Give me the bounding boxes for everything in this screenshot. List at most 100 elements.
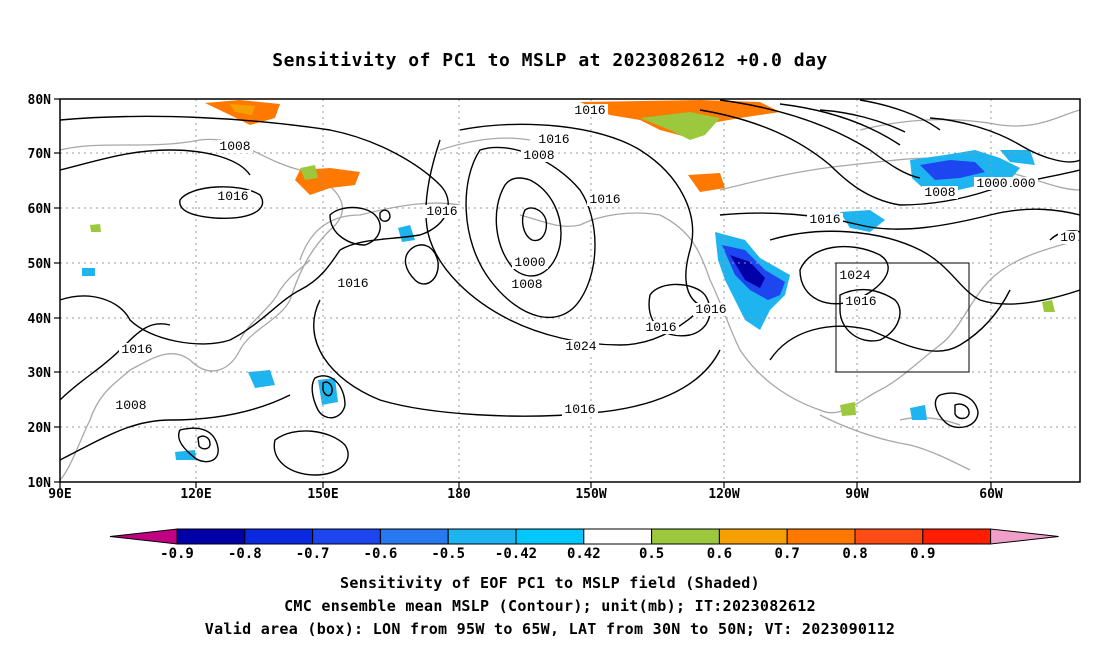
contour-label-bg bbox=[587, 193, 623, 206]
contour-label: 1024 bbox=[565, 339, 596, 354]
lon-tick-label: 180 bbox=[447, 487, 471, 502]
lat-axis-labels: 10N 20N 30N 40N 50N 60N 70N 80N bbox=[28, 93, 52, 491]
contour-label-bg bbox=[536, 133, 572, 146]
colorbar-end-triangle bbox=[109, 528, 178, 545]
figure-title: Sensitivity of PC1 to MSLP at 2023082612… bbox=[272, 50, 828, 71]
colorbar-label: 0.5 bbox=[639, 546, 664, 562]
contour-label: 1000 bbox=[1004, 176, 1035, 191]
contour-label-bg bbox=[922, 186, 958, 199]
colorbar-label: -0.8 bbox=[228, 546, 262, 562]
lon-tick-label: 120E bbox=[180, 487, 211, 502]
map-frame bbox=[59, 98, 1081, 483]
colorbar-swatch bbox=[312, 528, 381, 545]
contour-label-bg bbox=[335, 277, 371, 290]
map-content: 1016 1016 1008 1016 1008 1016 1016 1016 1000 1008… bbox=[60, 99, 1080, 482]
caption-valid-area: Valid area (box): LON from 95W to 65W, L… bbox=[204, 620, 896, 638]
colorbar-swatch bbox=[447, 528, 517, 545]
contour-label: 1008 bbox=[511, 277, 542, 292]
lat-tick-label: 40N bbox=[28, 312, 52, 327]
colorbar-label: -0.5 bbox=[431, 546, 465, 562]
colorbar-swatch bbox=[244, 528, 314, 545]
contour-label-bg bbox=[509, 278, 545, 291]
colorbar-swatch bbox=[718, 528, 788, 545]
contour-label: 1016 bbox=[845, 294, 876, 309]
contour-label: 1008 bbox=[115, 398, 146, 413]
contour-label-bg bbox=[215, 190, 251, 203]
lat-lon-grid bbox=[60, 99, 1080, 482]
colorbar-label: -0.7 bbox=[296, 546, 330, 562]
contour-label-bg bbox=[643, 321, 679, 334]
lon-tick-label: 150E bbox=[307, 487, 338, 502]
contour-label-bg bbox=[521, 149, 557, 162]
contour-label: 1016 bbox=[695, 302, 726, 317]
contour-label: 1016 bbox=[426, 204, 457, 219]
contour-label: 1008 bbox=[219, 139, 250, 154]
contour-label: 1016 bbox=[645, 320, 676, 335]
contour-label: 1016 bbox=[538, 132, 569, 147]
contour-label: 1016 bbox=[337, 276, 368, 291]
colorbar-swatch bbox=[786, 528, 856, 545]
contour-label: 1016 bbox=[121, 342, 152, 357]
contour-label: 1016 bbox=[564, 402, 595, 417]
colorbar-swatch bbox=[176, 528, 246, 545]
lon-tick-label: 90E bbox=[48, 487, 71, 502]
contour-label-bg bbox=[807, 213, 843, 226]
lon-tick-label: 150W bbox=[575, 487, 606, 502]
contour-labels: 1016 1016 1008 1016 1008 1016 1016 1016 1000 1008… bbox=[113, 103, 1078, 417]
colorbar-label: 0.9 bbox=[910, 546, 935, 562]
contour-label-bg bbox=[572, 104, 608, 117]
caption-contour: CMC ensemble mean MSLP (Contour); unit(m… bbox=[284, 597, 816, 615]
contour-label-bg bbox=[119, 343, 155, 356]
contour-label-bg bbox=[843, 295, 879, 308]
contour-label-bg bbox=[512, 256, 548, 269]
sensitivity-shading bbox=[82, 100, 1055, 460]
contour-label-bg bbox=[974, 177, 1010, 190]
colorbar-end-triangle bbox=[990, 528, 1059, 545]
contour-label: 1008 bbox=[924, 185, 955, 200]
isobars bbox=[60, 99, 1080, 476]
contour-label-bg bbox=[1058, 231, 1078, 244]
colorbar: -0.9 -0.8 -0.7 -0.6 -0.5 -0.42 0.42 0.5 0.6 0.7 0.… bbox=[109, 528, 1059, 562]
colorbar-label: 0.6 bbox=[707, 546, 732, 562]
axis-ticks bbox=[54, 98, 992, 488]
lon-axis-labels: 90E 120E 150E 180 150W 120W 90W 60W bbox=[48, 487, 1003, 502]
contour-label-bg bbox=[563, 340, 599, 353]
contour-label: 10 bbox=[1060, 230, 1076, 245]
lat-tick-label: 20N bbox=[28, 421, 52, 436]
colorbar-swatch bbox=[922, 528, 992, 545]
lon-tick-label: 60W bbox=[979, 487, 1003, 502]
contour-label-bg bbox=[217, 140, 253, 153]
lon-tick-label: 90W bbox=[845, 487, 869, 502]
contour-label-bg bbox=[837, 269, 873, 282]
lon-tick-label: 120W bbox=[708, 487, 739, 502]
contour-label: 1016 bbox=[589, 192, 620, 207]
colorbar-label: -0.42 bbox=[495, 546, 537, 562]
colorbar-label: 0.7 bbox=[775, 546, 800, 562]
lat-tick-label: 10N bbox=[28, 476, 52, 491]
contour-label: 1024 bbox=[839, 268, 870, 283]
colorbar-label: 0.42 bbox=[567, 546, 601, 562]
contour-label-bg bbox=[113, 399, 149, 412]
colorbar-swatch bbox=[379, 528, 449, 545]
colorbar-swatch bbox=[515, 528, 585, 545]
lat-tick-label: 80N bbox=[28, 93, 52, 108]
caption-shading: Sensitivity of EOF PC1 to MSLP field (Sh… bbox=[340, 574, 760, 592]
contour-label-bg bbox=[693, 303, 729, 316]
lat-tick-label: 70N bbox=[28, 147, 52, 162]
colorbar-label: -0.6 bbox=[364, 546, 398, 562]
contour-label-bg bbox=[1002, 177, 1038, 190]
contour-label-bg bbox=[424, 205, 460, 218]
lat-tick-label: 30N bbox=[28, 366, 52, 381]
colorbar-label: -0.9 bbox=[160, 546, 194, 562]
contour-label: 1000 bbox=[514, 255, 545, 270]
colorbar-swatch bbox=[651, 528, 720, 545]
colorbar-label: 0.8 bbox=[842, 546, 867, 562]
contour-label-bg bbox=[562, 403, 598, 416]
contour-label: 1016 bbox=[217, 189, 248, 204]
contour-label: 1016 bbox=[574, 103, 605, 118]
contour-label: 1016 bbox=[809, 212, 840, 227]
lat-tick-label: 60N bbox=[28, 202, 52, 217]
contour-label: 1000 bbox=[976, 176, 1007, 191]
valid-area-box bbox=[835, 262, 970, 373]
